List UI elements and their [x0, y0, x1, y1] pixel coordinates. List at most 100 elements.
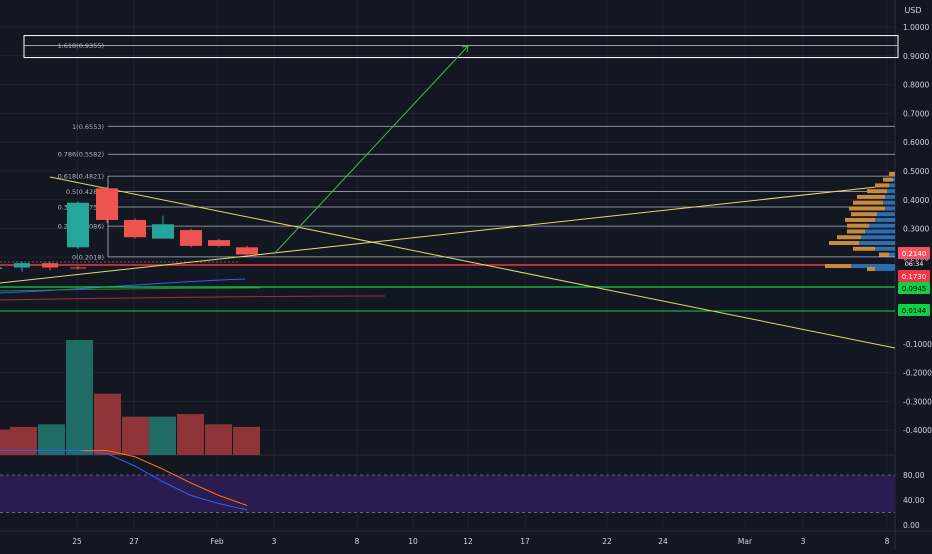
time-tick-label: Feb [210, 537, 224, 546]
candle[interactable] [236, 245, 258, 256]
volume-bar [233, 426, 260, 455]
price-marker[interactable]: 0.1730 [898, 270, 930, 282]
volume-profile-bar-up [885, 206, 895, 211]
price-marker[interactable]: 0.0945 [898, 282, 930, 294]
ma-line-red[interactable] [0, 295, 386, 301]
volume-profile-bar-down [883, 177, 893, 182]
price-marker-bg [898, 247, 930, 259]
candle[interactable] [152, 215, 174, 239]
price-marker-label: 0.1730 [902, 273, 927, 281]
volume-profile-bar-down [875, 183, 889, 188]
rsi-tick-label: 40.00 [903, 496, 925, 505]
candle-body [124, 219, 146, 238]
price-marker-label: 0.0945 [902, 285, 927, 293]
projection-arrow[interactable] [273, 45, 469, 255]
rsi-band [0, 475, 895, 513]
price-marker-label: 0.2140 [902, 250, 927, 258]
volume-profile-bar-down [849, 206, 885, 211]
volume-profile-bar-down [867, 266, 875, 271]
rsi-tick-label: 0.00 [903, 521, 920, 530]
price-tick-label: -0.4000 [903, 426, 932, 435]
ascending-trend-line[interactable] [0, 184, 896, 284]
candle[interactable] [180, 228, 202, 248]
volume-bar [177, 414, 204, 455]
price-tick-label: -0.1000 [903, 340, 932, 349]
ma-line-blue[interactable] [0, 278, 246, 294]
time-tick-label: 8 [355, 537, 360, 546]
price-tick-label: 0.6000 [903, 138, 929, 147]
candles[interactable] [0, 186, 258, 272]
volume-profile-bar-up [861, 235, 895, 240]
candle-body [42, 263, 58, 268]
time-tick-label: 25 [72, 537, 82, 546]
price-tick-label: -0.2000 [903, 369, 932, 378]
candle[interactable] [208, 238, 230, 248]
volume-profile-bar-down [853, 246, 875, 251]
candle[interactable] [124, 218, 146, 239]
volume-profile-bar-down [889, 171, 895, 176]
rsi-pane[interactable]: 80.00 40.00 0.00 [0, 450, 925, 531]
candle-body [236, 247, 258, 255]
price-tick-label: -0.3000 [903, 397, 932, 406]
volume-bar [205, 424, 232, 455]
time-tick-label: 10 [408, 537, 418, 546]
rsi-main-line[interactable] [0, 450, 248, 511]
arrow-head-icon [461, 45, 469, 53]
volume-bar [94, 393, 121, 455]
candle[interactable] [42, 261, 58, 271]
price-marker[interactable]: 0.0144 [898, 304, 930, 316]
volume-profile-bar-down [845, 217, 875, 222]
fib-level-label: 1(0.6553) [72, 123, 104, 131]
volume-profile-bar-up [877, 212, 895, 217]
volume-profile-bar-down [847, 223, 869, 228]
price-tick-label: 0.5000 [903, 167, 929, 176]
time-tick-label: 24 [658, 537, 668, 546]
volume-bar [149, 416, 176, 455]
candle[interactable] [67, 201, 89, 249]
candle[interactable] [96, 186, 118, 223]
price-marker[interactable]: 0.2140 [898, 247, 930, 259]
price-tick-label: 0.4000 [903, 196, 929, 205]
candle[interactable] [70, 266, 86, 270]
price-marker-bg [898, 282, 930, 294]
fib-level-label: 0(0.2018) [72, 253, 104, 261]
volume-bar [66, 340, 93, 455]
candle-body [67, 202, 89, 248]
candle-body [152, 224, 174, 239]
volume-profile-bar-up [889, 252, 895, 257]
volume-profile-bar-up [875, 246, 895, 251]
fib-level-label: 0.5(0.4285) [66, 188, 104, 196]
time-tick-label: 22 [602, 537, 612, 546]
moving-averages[interactable] [0, 278, 386, 301]
candle-body [180, 230, 202, 246]
currency-label: USD [904, 6, 921, 15]
fib-level-label: 1.618(0.9355) [58, 42, 104, 50]
time-axis[interactable]: 25 27 Feb 3 8 10 12 17 22 24 Mar 3 8 [72, 537, 889, 546]
trend-lines[interactable] [0, 45, 896, 349]
rsi-tick-label: 80.00 [903, 471, 925, 480]
fib-retracement[interactable]: 0(0.2018)0.236(0.3086)0.382(0.3750)0.5(0… [23, 35, 899, 262]
candle-body [0, 267, 2, 269]
descending-trend-line[interactable] [49, 176, 896, 349]
time-tick-label: 12 [463, 537, 473, 546]
time-tick-label: 3 [801, 537, 806, 546]
price-tick-label: 1.0000 [903, 23, 929, 32]
price-tick-label: 0.7000 [903, 109, 929, 118]
time-tick-label: 17 [520, 537, 530, 546]
price-tick-label: 0.8000 [903, 81, 929, 90]
horizontal-levels[interactable] [0, 261, 895, 312]
candle-body [208, 240, 230, 246]
volume-profile-bar-up [887, 189, 895, 194]
candle[interactable] [14, 261, 30, 272]
volume-profile-bar-down [853, 200, 883, 205]
ma-line-green[interactable] [0, 287, 261, 292]
volume-profile-bar-up [865, 229, 895, 234]
fib-extension-box[interactable] [23, 35, 899, 59]
price-axis[interactable]: 1.0000 0.9000 0.8000 0.7000 0.6000 0.5000 0.40… [898, 23, 932, 435]
candle[interactable] [0, 266, 2, 272]
volume-profile-bar-up [893, 177, 895, 182]
volume-profile-bar-down [829, 241, 859, 245]
volume-profile-bar-down [867, 189, 887, 194]
